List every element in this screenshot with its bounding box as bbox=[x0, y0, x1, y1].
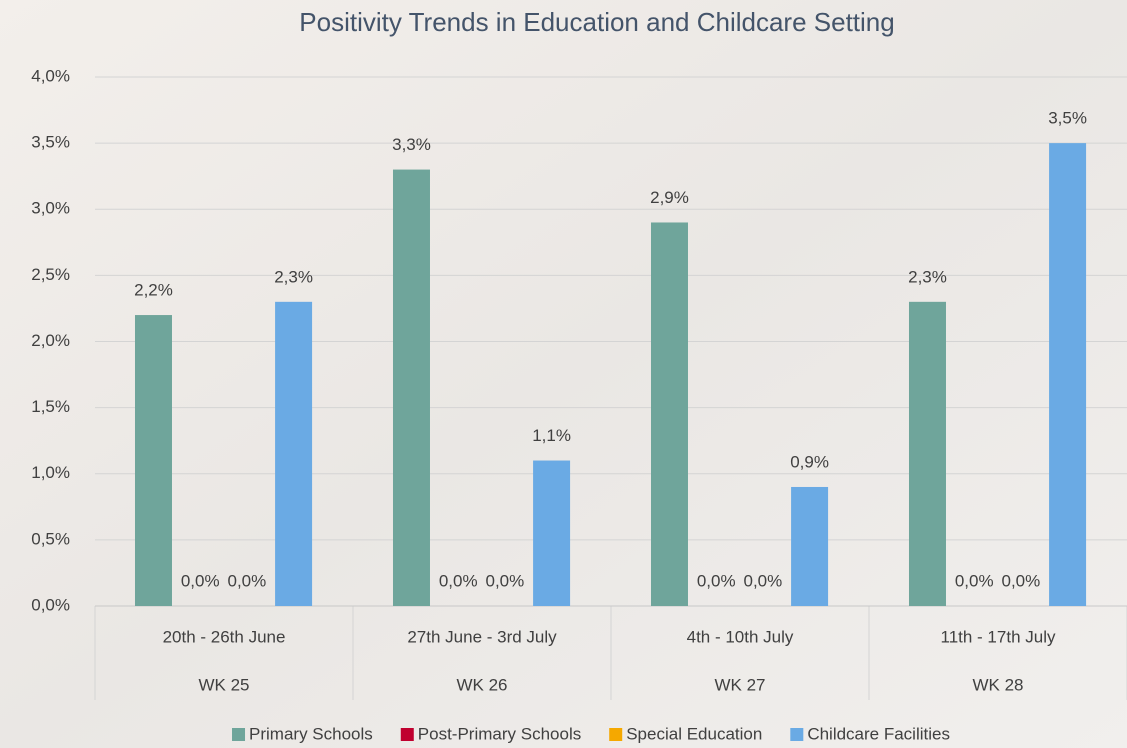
legend-swatch bbox=[609, 728, 622, 741]
chart: Positivity Trends in Education and Child… bbox=[0, 0, 1127, 748]
data-label: 0,0% bbox=[955, 571, 994, 590]
bar bbox=[533, 461, 570, 606]
bar bbox=[651, 222, 688, 606]
legend-label: Primary Schools bbox=[249, 724, 373, 743]
x-group-label: WK 26 bbox=[456, 675, 507, 694]
data-label: 0,0% bbox=[439, 571, 478, 590]
legend-label: Special Education bbox=[626, 724, 762, 743]
x-tick-label: 20th - 26th June bbox=[163, 627, 286, 646]
bar bbox=[909, 302, 946, 606]
data-label: 0,9% bbox=[790, 452, 829, 471]
data-label: 0,0% bbox=[697, 571, 736, 590]
x-group-label: WK 28 bbox=[972, 675, 1023, 694]
data-label: 0,0% bbox=[1002, 571, 1041, 590]
data-label: 1,1% bbox=[532, 426, 571, 445]
bar bbox=[135, 315, 172, 606]
data-label: 2,9% bbox=[650, 188, 689, 207]
x-tick-label: 11th - 17th July bbox=[941, 627, 1056, 646]
y-tick-label: 0,0% bbox=[31, 595, 70, 614]
data-label: 0,0% bbox=[486, 571, 525, 590]
y-tick-label: 0,5% bbox=[31, 529, 70, 548]
legend-swatch bbox=[232, 728, 245, 741]
bar bbox=[1049, 143, 1086, 606]
y-tick-label: 2,5% bbox=[31, 265, 70, 284]
bar bbox=[393, 170, 430, 606]
y-tick-label: 2,0% bbox=[31, 331, 70, 350]
data-label: 3,3% bbox=[392, 135, 431, 154]
data-label: 0,0% bbox=[228, 571, 267, 590]
bar bbox=[791, 487, 828, 606]
legend-swatch bbox=[790, 728, 803, 741]
y-tick-label: 3,5% bbox=[31, 133, 70, 152]
y-tick-label: 3,0% bbox=[31, 199, 70, 218]
data-label: 0,0% bbox=[744, 571, 783, 590]
x-group-label: WK 27 bbox=[714, 675, 765, 694]
legend-label: Post-Primary Schools bbox=[418, 724, 581, 743]
y-tick-label: 1,5% bbox=[31, 397, 70, 416]
data-label: 2,3% bbox=[274, 267, 313, 286]
x-group-label: WK 25 bbox=[198, 675, 249, 694]
x-tick-label: 4th - 10th July bbox=[687, 627, 794, 646]
bar bbox=[275, 302, 312, 606]
data-label: 2,2% bbox=[134, 281, 173, 300]
data-label: 0,0% bbox=[181, 571, 220, 590]
data-label: 3,5% bbox=[1048, 109, 1087, 128]
y-tick-label: 1,0% bbox=[31, 463, 70, 482]
legend-label: Childcare Facilities bbox=[807, 724, 950, 743]
x-tick-label: 27th June - 3rd July bbox=[407, 627, 557, 646]
chart-title: Positivity Trends in Education and Child… bbox=[299, 7, 894, 37]
data-label: 2,3% bbox=[908, 267, 947, 286]
y-tick-label: 4,0% bbox=[31, 66, 70, 85]
legend-swatch bbox=[401, 728, 414, 741]
